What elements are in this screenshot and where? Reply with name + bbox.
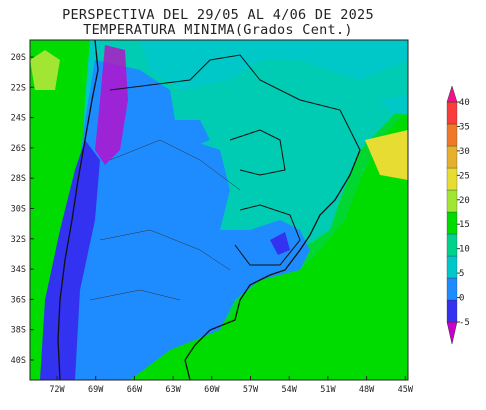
lat-label: 28S <box>11 174 26 184</box>
lat-label: 34S <box>11 265 26 275</box>
lon-label: 54W <box>282 385 298 395</box>
lat-label: 40S <box>11 356 26 366</box>
colorbar-segment <box>446 233 458 257</box>
colorbar-label: 40 <box>459 98 470 108</box>
colorbar-segment <box>446 189 458 213</box>
lon-label: 72W <box>49 385 65 395</box>
lon-label: 63W <box>165 385 181 395</box>
colorbar-segment <box>446 145 458 169</box>
colorbar-label: 15 <box>459 220 470 230</box>
colorbar-label: 30 <box>459 147 470 157</box>
colorbar-label: 25 <box>459 171 470 181</box>
lat-label: 24S <box>11 114 26 124</box>
lat-label: 26S <box>11 144 26 154</box>
colorbar-label: 20 <box>459 196 470 206</box>
lat-label: 22S <box>11 83 26 93</box>
colorbar-segment <box>446 299 458 323</box>
lon-label: 51W <box>320 385 336 395</box>
colorbar-segment <box>446 211 458 235</box>
colorbar-segment <box>446 167 458 191</box>
lon-label: 60W <box>204 385 220 395</box>
colorbar-segment <box>446 255 458 279</box>
colorbar-label: 0 <box>459 294 464 304</box>
colorbar-segment <box>446 101 458 125</box>
colorbar-segment <box>446 277 458 301</box>
lat-label: 36S <box>11 295 26 305</box>
lon-label: 48W <box>359 385 375 395</box>
lat-label: 20S <box>11 53 26 63</box>
subtitle: TEMPERATURA MINIMA(Grados Cent.) <box>83 22 353 38</box>
lon-label: 45W <box>398 385 414 395</box>
lon-label: 69W <box>88 385 104 395</box>
lon-label: 66W <box>127 385 143 395</box>
colorbar-segment <box>446 123 458 147</box>
map-field <box>30 40 408 380</box>
lat-label: 30S <box>11 205 26 215</box>
colorbar-label: -5 <box>459 318 470 328</box>
lat-label: 32S <box>11 235 26 245</box>
lon-label: 57W <box>243 385 259 395</box>
colorbar-under <box>446 321 458 345</box>
colorbar-label: 35 <box>459 122 470 132</box>
colorbar-label: 10 <box>459 245 470 255</box>
title: PERSPECTIVA DEL 29/05 AL 4/06 DE 2025 <box>62 7 374 23</box>
colorbar-label: 5 <box>459 269 464 279</box>
map-frame <box>29 39 409 381</box>
lat-label: 38S <box>11 326 26 336</box>
colorbar-over <box>446 85 458 103</box>
